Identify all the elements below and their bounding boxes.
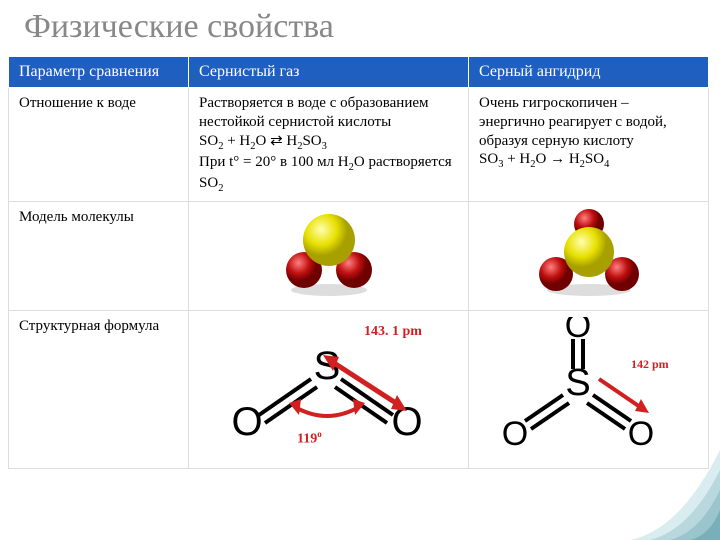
formula-so3: S O O O 142 pm	[469, 310, 709, 469]
header-so2: Сернистый газ	[189, 57, 469, 88]
so3-structure-icon: S O O O	[479, 317, 699, 457]
properties-table: Параметр сравнения Сернистый газ Серный …	[8, 56, 709, 469]
row-water-label: Отношение к воде	[9, 88, 189, 202]
row-formula-label: Структурная формула	[9, 310, 189, 469]
row-model: Модель молекулы	[9, 201, 709, 310]
so2-water-text: Растворяется в воде с образованием несто…	[199, 95, 429, 130]
corner-decoration-icon	[630, 450, 720, 540]
so3-water-text: Очень гигроскопичен – энергично реагируе…	[479, 95, 667, 149]
svg-text:O: O	[502, 415, 528, 453]
row-water: Отношение к воде Растворяется в воде с о…	[9, 88, 709, 202]
row-model-label: Модель молекулы	[9, 201, 189, 310]
so2-angle: 119о	[297, 429, 322, 448]
model-so2	[189, 201, 469, 310]
so3-bond-length: 142 pm	[631, 357, 669, 372]
svg-text:S: S	[565, 362, 590, 404]
so3-molecule-icon	[524, 208, 654, 298]
model-so3	[469, 201, 709, 310]
svg-text:O: O	[628, 415, 654, 453]
so2-bond-length: 143. 1 pm	[364, 323, 422, 341]
row-water-so2: Растворяется в воде с образованием несто…	[189, 88, 469, 202]
header-param: Параметр сравнения	[9, 57, 189, 88]
svg-text:O: O	[565, 317, 591, 345]
formula-so2: S O O 143. 1 pm 119о	[189, 310, 469, 469]
svg-text:O: O	[231, 400, 262, 444]
table-header-row: Параметр сравнения Сернистый газ Серный …	[9, 57, 709, 88]
header-so3: Серный ангидрид	[469, 57, 709, 88]
row-water-so3: Очень гигроскопичен – энергично реагируе…	[469, 88, 709, 202]
row-formula: Структурная формула S O O	[9, 310, 709, 469]
page-title: Физические свойства	[0, 0, 720, 46]
so2-molecule-icon	[269, 208, 389, 298]
